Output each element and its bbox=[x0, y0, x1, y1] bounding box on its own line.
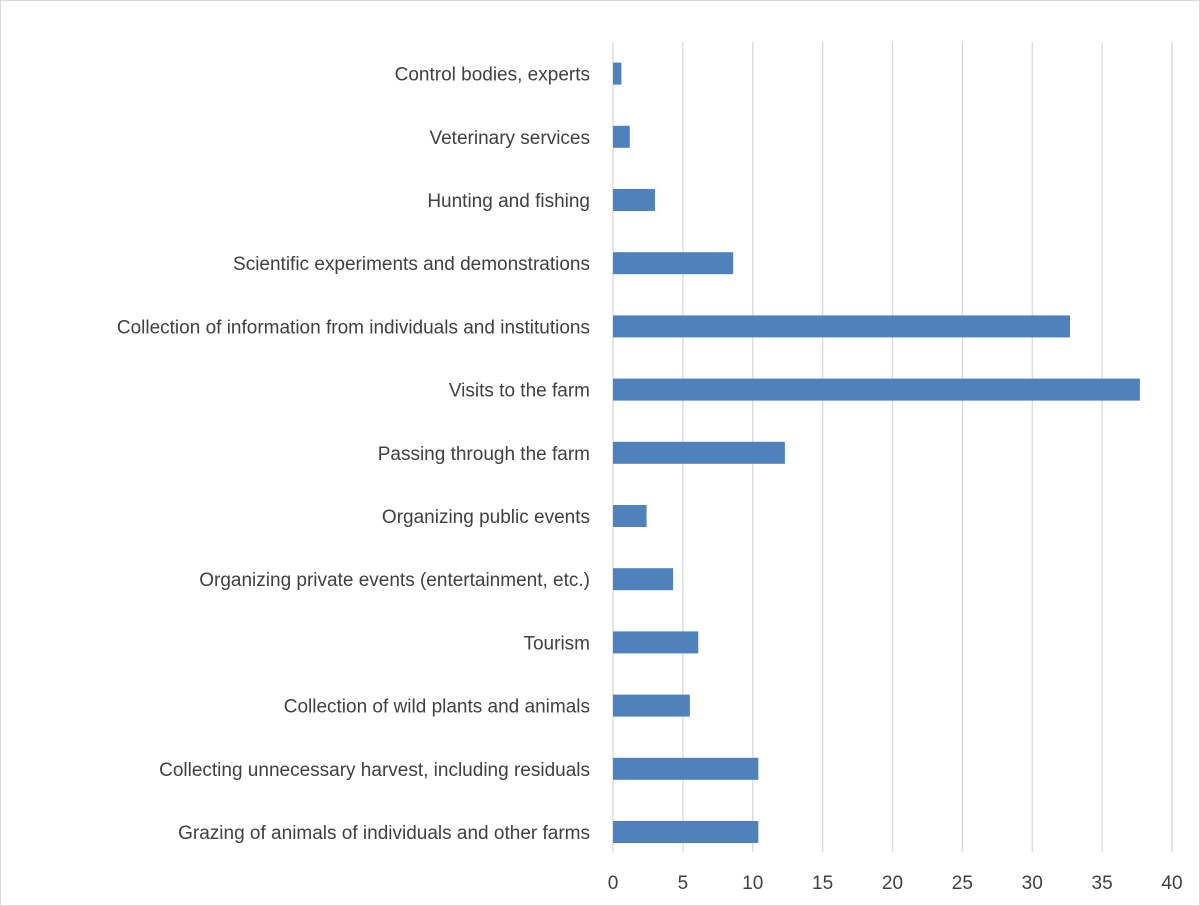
x-tick-labels: 0 5 10 15 20 25 30 35 40 bbox=[608, 873, 1183, 894]
bar bbox=[613, 62, 622, 85]
category-label: Organizing private events (entertainment… bbox=[199, 570, 590, 591]
category-label: Collecting unnecessary harvest, includin… bbox=[159, 760, 590, 781]
bar bbox=[613, 378, 1140, 401]
bar bbox=[613, 821, 759, 843]
category-label: Collection of wild plants and animals bbox=[284, 697, 590, 718]
bar bbox=[613, 189, 655, 211]
bar bbox=[613, 315, 1070, 338]
category-label: Tourism bbox=[523, 633, 590, 654]
bar bbox=[613, 757, 759, 780]
x-tick-label: 35 bbox=[1092, 873, 1113, 894]
bar bbox=[613, 631, 699, 654]
x-tick-label: 25 bbox=[952, 873, 973, 894]
x-tick-label: 15 bbox=[812, 873, 833, 894]
bars bbox=[613, 62, 1140, 843]
bar bbox=[613, 694, 690, 717]
category-label: Grazing of animals of individuals and ot… bbox=[178, 823, 590, 844]
category-label: Hunting and fishing bbox=[427, 191, 590, 212]
x-tick-label: 30 bbox=[1022, 873, 1043, 894]
category-label: Veterinary services bbox=[429, 128, 590, 149]
bar bbox=[613, 252, 734, 275]
category-label: Visits to the farm bbox=[449, 381, 590, 402]
bar bbox=[613, 568, 674, 591]
bar bbox=[613, 505, 647, 527]
bar bbox=[613, 125, 630, 148]
gridlines bbox=[612, 42, 1173, 852]
x-tick-label: 0 bbox=[608, 873, 619, 894]
x-tick-label: 20 bbox=[882, 873, 903, 894]
category-label: Collection of information from individua… bbox=[117, 317, 590, 338]
bar bbox=[613, 441, 785, 464]
category-labels: Control bodies, experts Veterinary servic… bbox=[117, 65, 590, 844]
x-tick-label: 5 bbox=[678, 873, 689, 894]
x-tick-label: 40 bbox=[1161, 873, 1182, 894]
category-label: Passing through the farm bbox=[378, 444, 590, 465]
x-tick-label: 10 bbox=[742, 873, 763, 894]
category-label: Control bodies, experts bbox=[395, 65, 590, 86]
category-label: Organizing public events bbox=[382, 507, 590, 528]
category-label: Scientific experiments and demonstration… bbox=[233, 254, 590, 275]
